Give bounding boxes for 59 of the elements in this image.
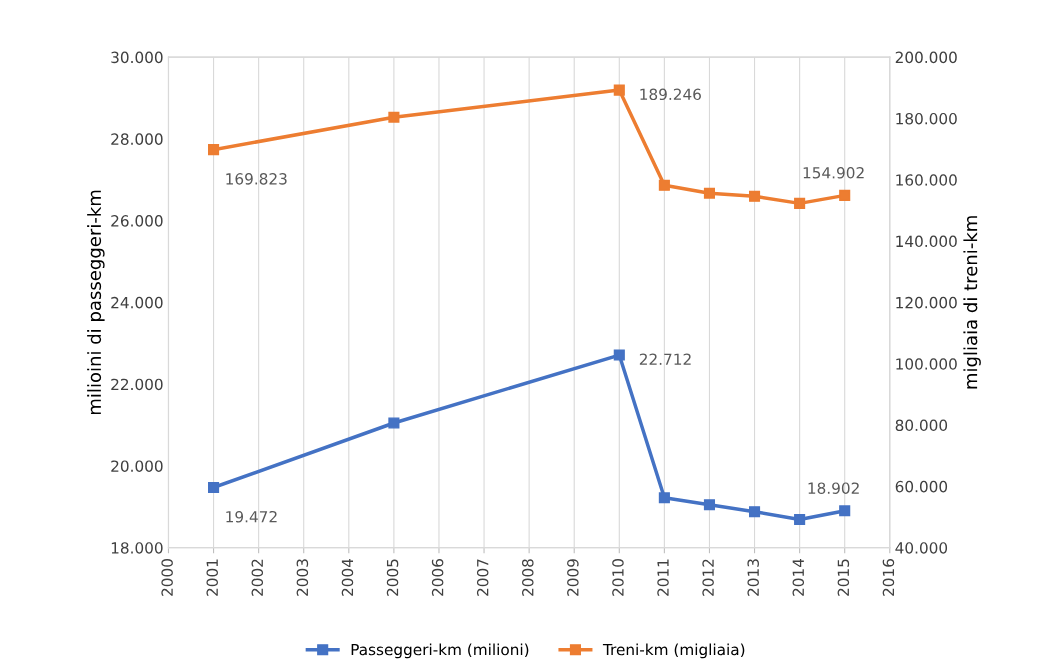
y-axis-title: milioini di passeggeri-km: [87, 190, 105, 415]
point: [703, 187, 716, 199]
y2-tick-label: 120.000: [896, 296, 957, 309]
x-tick-label: 2014: [792, 558, 805, 596]
data-label: 154.902: [803, 166, 864, 179]
y-tick-label: 30.000: [111, 51, 163, 64]
x-tick-label: 2003: [296, 559, 309, 596]
x-tick-label: 2012: [702, 559, 714, 596]
x-tick-label: 2004: [341, 558, 354, 596]
y2-tick-label: 80.000: [895, 419, 948, 432]
point: [839, 505, 851, 517]
x-tick-label: 2000: [161, 559, 173, 596]
point: [613, 349, 625, 361]
point: [208, 481, 220, 494]
x-tick-label: 2013: [747, 559, 759, 596]
y2-tick-label: 160.000: [896, 174, 957, 186]
point: [388, 111, 400, 123]
x-tick-label: 2008: [522, 559, 534, 596]
y2-tick-label: 40.000: [895, 542, 948, 554]
point: [839, 189, 851, 201]
x-tick-label: 2001: [206, 559, 218, 596]
y-tick-label: 22.000: [111, 378, 163, 391]
point: [658, 492, 670, 504]
data-label: 169.823: [226, 173, 287, 185]
x-tick-label: 2015: [837, 559, 850, 596]
legend-label: Passeggeri-km (milioni): [351, 643, 529, 659]
y2-tick-label: 140.000: [896, 235, 957, 248]
y-tick-label: 28.000: [111, 133, 163, 145]
data-label: 18.902: [808, 482, 859, 494]
x-tick-label: 2006: [431, 559, 444, 596]
point: [613, 84, 625, 96]
point: [794, 513, 806, 526]
data-label: 22.712: [639, 353, 691, 365]
x-tick-label: 2010: [612, 559, 624, 596]
point: [748, 190, 761, 202]
data-label: 19.472: [226, 510, 277, 523]
x-tick-label: 2007: [476, 559, 489, 596]
y-tick-label: 20.000: [111, 460, 163, 472]
legend-label: Treni-km (migliaia): [602, 643, 745, 659]
y2-axis-title: migliaia di treni-km: [963, 216, 981, 389]
point: [388, 417, 400, 429]
x-tick-label: 2011: [657, 559, 669, 596]
point: [748, 506, 761, 518]
y2-tick-label: 100.000: [896, 358, 957, 370]
x-tick-label: 2005: [386, 559, 399, 596]
y-tick-label: 26.000: [111, 215, 163, 227]
x-tick-label: 2016: [882, 559, 895, 596]
point: [658, 179, 670, 191]
y-tick-label: 24.000: [111, 296, 163, 309]
y2-tick-label: 200.000: [895, 51, 957, 64]
x-tick-label: 2002: [251, 559, 264, 596]
x-tick-label: 2009: [567, 559, 579, 596]
point: [703, 499, 716, 511]
y-tick-label: 18.000: [111, 542, 163, 554]
data-label: 189.246: [640, 88, 701, 101]
y2-tick-label: 180.000: [896, 112, 957, 125]
point: [794, 197, 806, 209]
point: [208, 144, 220, 156]
y2-tick-label: 60.000: [895, 480, 948, 493]
